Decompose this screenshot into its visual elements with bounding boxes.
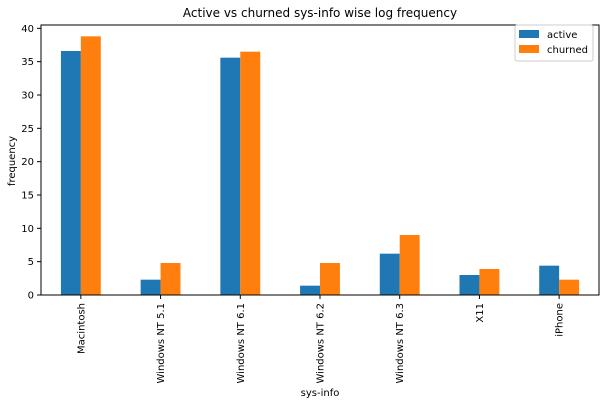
bar-active-5 bbox=[459, 275, 480, 295]
y-tick-label-6: 30 bbox=[21, 91, 34, 102]
legend-label-churned: churned bbox=[547, 45, 588, 56]
bar-churned-3 bbox=[320, 263, 340, 295]
x-tick-label-1: Windows NT 5.1 bbox=[156, 303, 167, 384]
x-tick-label-6: iPhone bbox=[555, 303, 566, 337]
y-tick-label-4: 20 bbox=[21, 157, 34, 168]
plot-frame bbox=[40, 24, 600, 296]
chart-title: Active vs churned sys-info wise log freq… bbox=[183, 6, 457, 20]
bar-churned-5 bbox=[479, 269, 500, 295]
bar-active-2 bbox=[220, 57, 241, 295]
x-axis-label: sys-info bbox=[301, 388, 340, 399]
legend: active churned bbox=[514, 24, 594, 62]
y-tick-label-3: 15 bbox=[21, 191, 34, 202]
x-tick-label-2: Windows NT 6.1 bbox=[236, 303, 247, 384]
bar-active-1 bbox=[140, 279, 161, 295]
y-tick-label-2: 10 bbox=[21, 224, 34, 235]
bar-churned-1 bbox=[160, 263, 181, 295]
bar-churned-6 bbox=[559, 279, 580, 295]
y-axis-label: frequency bbox=[7, 136, 18, 186]
legend-swatch-churned bbox=[519, 45, 539, 53]
bar-churned-2 bbox=[240, 51, 261, 295]
y-tick-label-1: 5 bbox=[28, 257, 34, 268]
y-tick-label-7: 35 bbox=[21, 57, 34, 68]
y-tick-label-8: 40 bbox=[21, 24, 34, 35]
legend-label-active: active bbox=[547, 30, 577, 41]
x-tick-label-5: X11 bbox=[475, 303, 486, 323]
x-tick-label-0: Macintosh bbox=[76, 303, 87, 354]
plot-area: 0 5 10 15 20 25 30 35 40 Macintosh Windows NT 5.1 W… bbox=[21, 24, 600, 384]
bar-churned-0 bbox=[80, 36, 101, 295]
x-tick-label-3: Windows NT 6.2 bbox=[316, 303, 327, 384]
bar-churned-4 bbox=[399, 235, 420, 295]
x-tick-label-4: Windows NT 6.3 bbox=[395, 303, 406, 384]
legend-swatch-active bbox=[519, 30, 539, 38]
bar-active-6 bbox=[539, 265, 560, 295]
bar-active-3 bbox=[300, 285, 320, 295]
bar-active-4 bbox=[379, 253, 400, 295]
y-tick-label-0: 0 bbox=[28, 291, 34, 302]
y-tick-label-5: 25 bbox=[21, 124, 34, 135]
bar-active-0 bbox=[60, 51, 81, 295]
